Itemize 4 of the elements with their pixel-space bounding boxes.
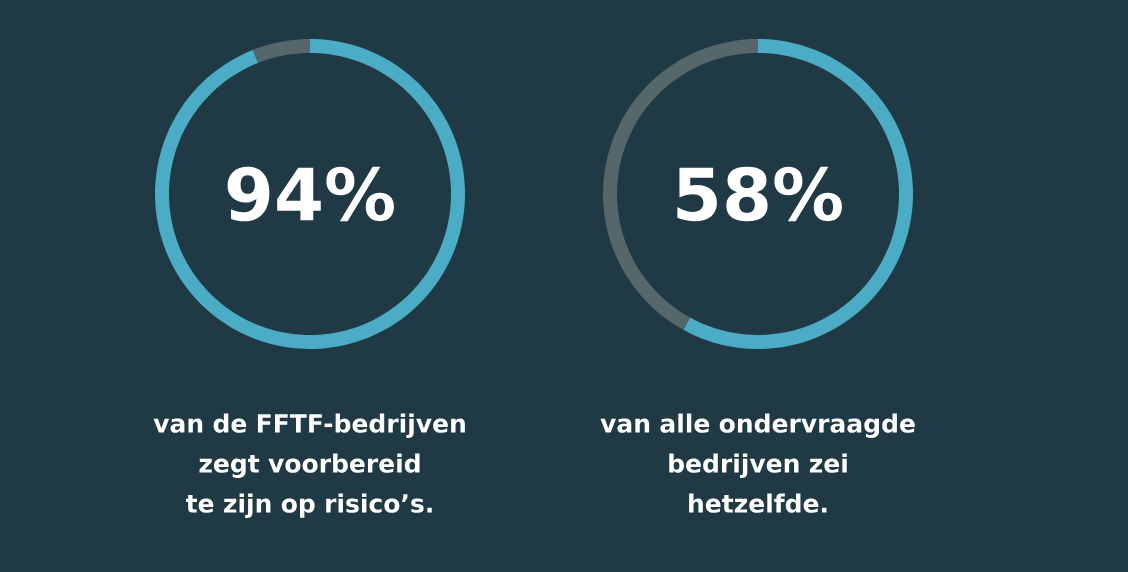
text: van alle ondervraagde bedrijven zei hetzelfde. (600, 413, 915, 513)
text: van de FFTF-bedrijven zegt voorbereid te zijn op risico’s. (153, 413, 465, 518)
data-label: 58% (677, 166, 842, 222)
data-label: 94% (227, 166, 394, 222)
